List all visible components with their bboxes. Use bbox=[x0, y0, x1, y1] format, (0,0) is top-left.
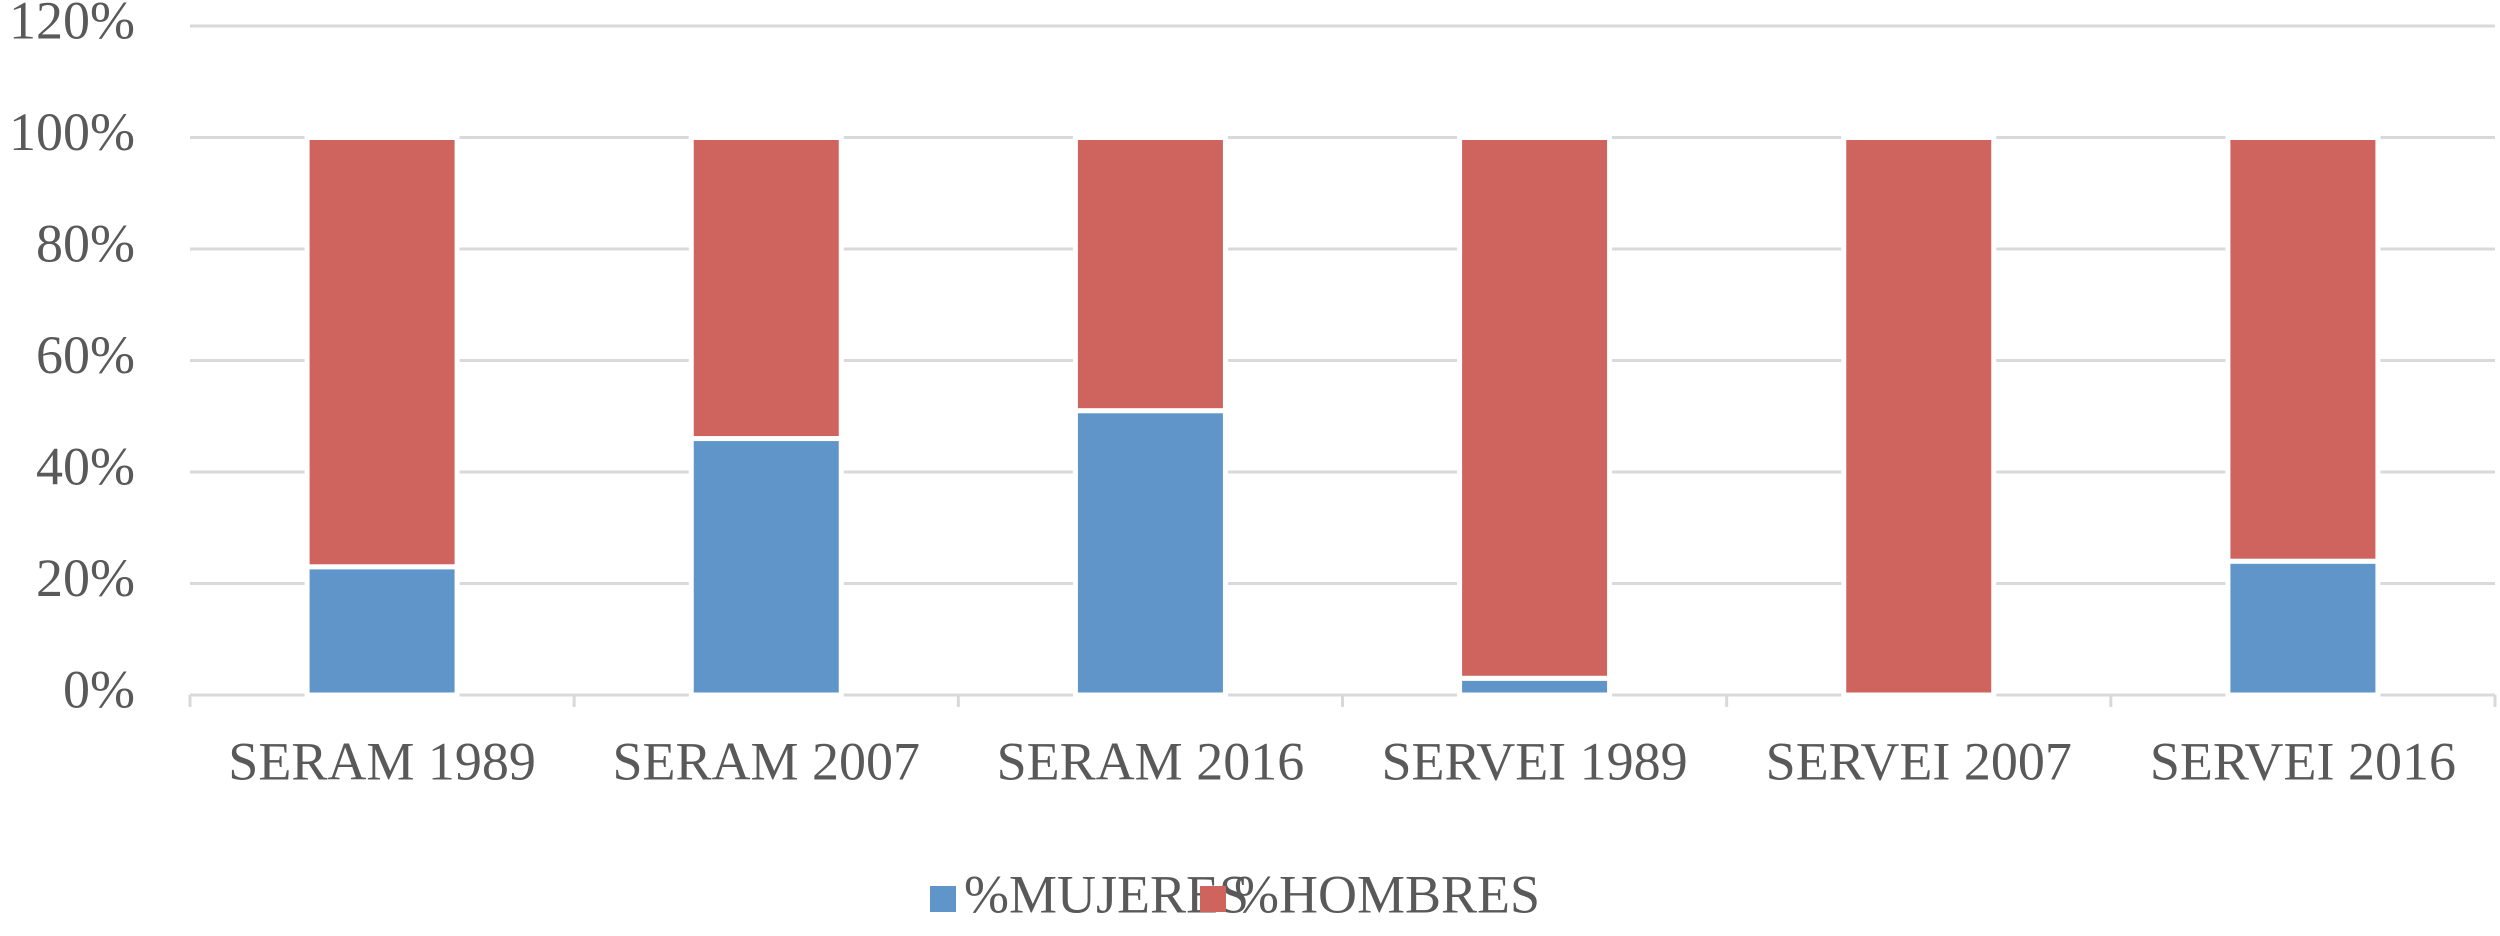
x-tick-label: SERAM 2007 bbox=[612, 731, 920, 791]
bar-segment bbox=[304, 135, 460, 570]
y-tick-label: 60% bbox=[36, 325, 135, 385]
y-tick-label: 40% bbox=[36, 436, 135, 496]
legend-swatch bbox=[1200, 886, 1226, 912]
x-tick-label: SERVEI 1989 bbox=[1381, 731, 1687, 791]
bar-segment bbox=[2225, 135, 2381, 564]
legend-label: %HOMBRES bbox=[1234, 864, 1540, 924]
bar-segment bbox=[304, 564, 460, 698]
bar-segment bbox=[1457, 675, 1613, 698]
x-tick-label: SERAM 1989 bbox=[228, 731, 536, 791]
y-tick-label: 120% bbox=[9, 0, 135, 50]
x-tick-label: SERVEI 2016 bbox=[2150, 731, 2456, 791]
x-tick-label: SERVEI 2007 bbox=[1766, 731, 2072, 791]
bar-segment bbox=[1072, 408, 1228, 698]
bar-segment bbox=[1072, 135, 1228, 414]
y-tick-label: 80% bbox=[36, 213, 135, 273]
bar-segment bbox=[1841, 135, 1997, 698]
y-tick-label: 100% bbox=[9, 102, 135, 162]
bar-segment bbox=[688, 436, 844, 698]
y-tick-label: 0% bbox=[63, 659, 135, 719]
bar-segment bbox=[1457, 135, 1613, 681]
bar-segment bbox=[688, 135, 844, 442]
bar-segment bbox=[2225, 558, 2381, 698]
y-tick-label: 20% bbox=[36, 548, 135, 608]
x-tick-label: SERAM 2016 bbox=[997, 731, 1305, 791]
legend-swatch bbox=[930, 886, 956, 912]
